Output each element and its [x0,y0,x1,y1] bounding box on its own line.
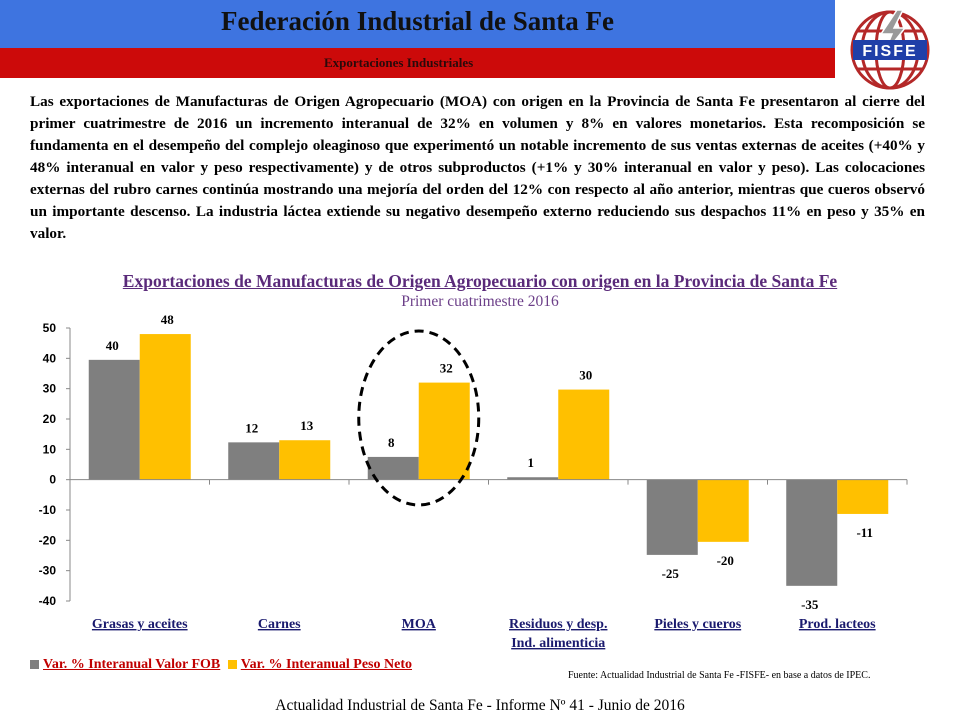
bar-peso-3 [558,389,610,480]
chart-legend: Var. % Interanual Valor FOB Var. % Inter… [30,657,416,673]
bar-chart: 50 40 30 20 10 0 -10 -20 -30 -40 40 48 Grasas y acei… [39,312,908,651]
data-label-peso-0: 48 [161,312,175,327]
fisfe-logo: FISFE [850,9,930,90]
category-label-5: Prod. lacteos [799,617,876,632]
page-title: Federación Industrial de Santa Fe [220,6,614,36]
y-tick-label: -10 [39,503,57,517]
category-label-1: Carnes [258,617,301,632]
page-footer: Actualidad Industrial de Santa Fe - Info… [275,697,685,714]
bar-valor-3 [507,477,559,480]
y-tick-label: 30 [43,382,57,396]
y-tick-label: 50 [43,321,57,335]
data-label-valor-0: 40 [106,338,119,353]
y-tick-label: 20 [43,412,57,426]
chart-title: Exportaciones de Manufacturas de Origen … [122,271,838,291]
source-note: Fuente: Actualidad Industrial de Santa F… [568,670,871,681]
logo-text: FISFE [862,43,917,60]
page-subtitle: Exportaciones Industriales [324,55,474,70]
bar-valor-1 [228,442,280,480]
category-label-2: MOA [402,617,437,632]
bar-valor-2 [367,456,419,480]
data-label-valor-4: -25 [662,566,680,581]
category-label-3: Residuos y desp. [509,617,607,632]
bar-valor-0 [88,359,140,480]
legend-swatch-valor [30,660,39,670]
category-label-4: Pieles y cueros [654,617,741,632]
data-label-peso-4: -20 [717,553,734,568]
legend-label-valor: Var. % Interanual Valor FOB [43,657,221,672]
data-label-peso-5: -11 [856,525,873,540]
bar-valor-5 [786,479,838,586]
y-tick-label: 0 [49,473,56,487]
bar-peso-2 [418,382,470,480]
y-tick-label: -30 [39,564,57,578]
legend-swatch-peso [227,660,237,670]
bar-peso-1 [279,440,331,480]
y-tick-label: 10 [43,442,57,456]
bar-peso-0 [139,334,191,480]
data-label-valor-2: 8 [388,435,395,450]
y-tick-label: -20 [39,533,57,547]
bar-valor-4 [646,479,698,555]
body-paragraph: Las exportaciones de Manufacturas de Ori… [30,93,925,242]
y-tick-label: -40 [39,594,57,608]
data-label-valor-1: 12 [245,420,258,435]
subheader-bar [0,48,835,78]
category-label-3: Ind. alimenticia [511,636,605,651]
data-label-peso-3: 30 [579,368,592,383]
data-label-peso-1: 13 [300,418,314,433]
category-label-0: Grasas y aceites [92,617,188,632]
data-label-valor-5: -35 [801,597,819,612]
y-tick-label: 40 [43,351,57,365]
header-bar [0,0,835,48]
chart-subtitle: Primer cuatrimestre 2016 [401,293,559,310]
highlight-ellipse [357,329,481,507]
data-label-valor-3: 1 [528,455,535,470]
data-label-peso-2: 32 [440,361,453,376]
bar-peso-5 [837,479,889,514]
legend-label-peso: Var. % Interanual Peso Neto [240,657,412,672]
bar-peso-4 [697,479,749,542]
